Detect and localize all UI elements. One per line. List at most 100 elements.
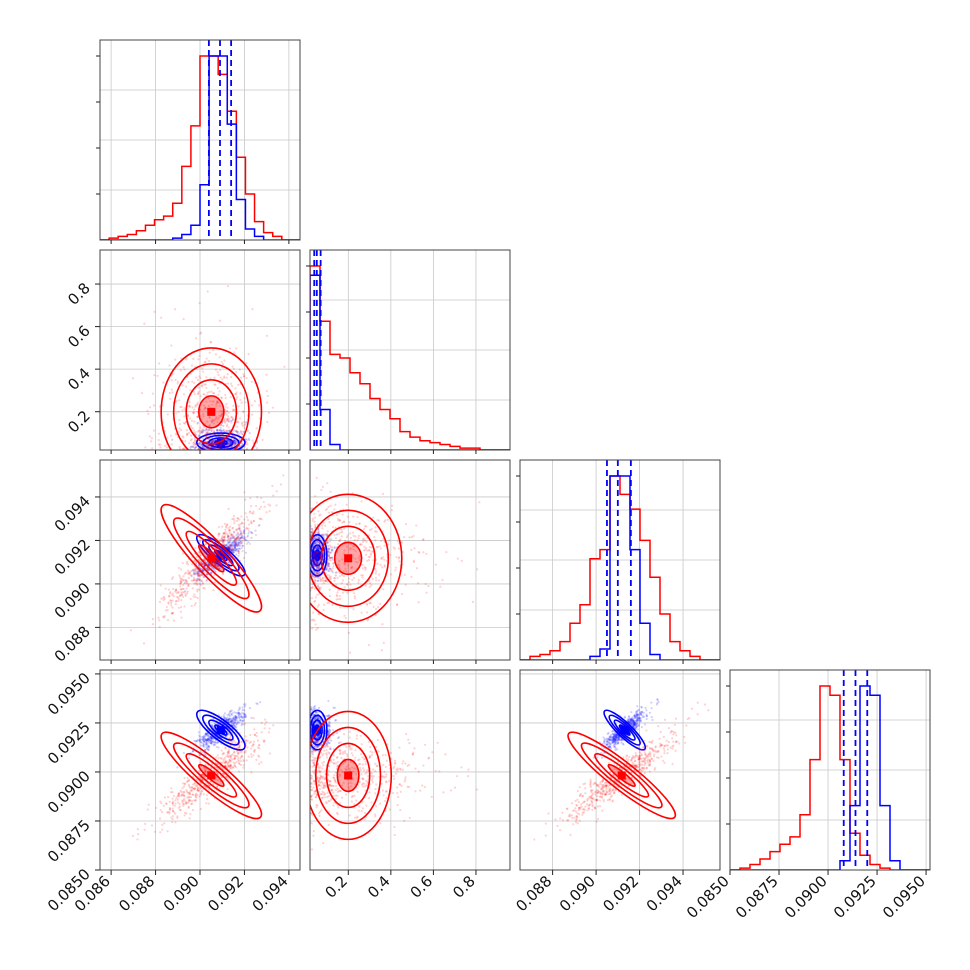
scatter-point: [317, 527, 320, 530]
scatter-point: [268, 752, 271, 755]
scatter-point: [202, 744, 205, 747]
scatter-point: [317, 579, 320, 582]
scatter-point: [327, 554, 330, 557]
scatter-point: [378, 573, 381, 576]
scatter-point: [182, 575, 185, 578]
scatter-point: [220, 443, 223, 446]
scatter-point: [254, 504, 258, 508]
scatter-point: [235, 533, 238, 537]
scatter-point: [242, 420, 246, 424]
scatter-point: [197, 775, 200, 778]
scatter-point: [363, 566, 366, 569]
scatter-point: [213, 546, 216, 549]
scatter-point: [234, 719, 237, 722]
scatter-point: [181, 587, 184, 590]
scatter-point: [214, 561, 217, 565]
scatter-point: [239, 718, 242, 721]
scatter-point: [200, 579, 203, 582]
scatter-point: [193, 442, 196, 445]
scatter-point: [316, 531, 319, 534]
scatter-point: [232, 438, 236, 442]
scatter-point: [410, 575, 413, 579]
scatter-point: [343, 586, 346, 589]
scatter-point: [194, 787, 197, 790]
scatter-point: [234, 546, 237, 549]
scatter-point: [231, 439, 234, 442]
scatter-point: [178, 423, 181, 426]
scatter-point: [231, 419, 234, 422]
scatter-point: [315, 574, 318, 577]
scatter-point: [214, 540, 217, 543]
scatter-point: [211, 418, 214, 421]
scatter-point: [242, 525, 245, 528]
scatter-point: [223, 522, 227, 525]
scatter-point: [213, 562, 217, 565]
scatter-point: [215, 429, 219, 432]
scatter-point: [249, 497, 252, 500]
scatter-point: [205, 437, 208, 440]
scatter-point: [205, 431, 209, 434]
scatter-point: [335, 593, 338, 597]
scatter-point: [228, 525, 232, 528]
scatter-point: [188, 786, 192, 789]
scatter-point: [178, 795, 181, 798]
scatter-point: [350, 566, 353, 569]
scatter-point: [329, 575, 332, 579]
scatter-point: [179, 369, 182, 372]
scatter-point: [230, 709, 233, 712]
scatter-point: [363, 525, 367, 528]
scatter-point: [230, 375, 233, 379]
scatter-point: [203, 739, 206, 743]
scatter-point: [192, 390, 196, 393]
scatter-point: [162, 381, 165, 384]
contour-level: [195, 432, 246, 450]
scatter-point: [177, 793, 180, 796]
scatter-point: [214, 353, 218, 356]
scatter-point: [192, 578, 196, 581]
scatter-point: [171, 612, 174, 615]
scatter-point: [310, 587, 313, 590]
scatter-point: [234, 765, 237, 769]
scatter-point: [353, 544, 356, 548]
panel-content: [100, 40, 300, 240]
scatter-point: [227, 445, 230, 448]
scatter-point: [216, 778, 220, 782]
scatter-point: [234, 714, 237, 718]
density-peak: [313, 551, 322, 560]
scatter-point: [167, 601, 170, 604]
scatter-point: [202, 587, 205, 590]
scatter-point: [184, 579, 188, 582]
scatter-point: [323, 566, 326, 570]
scatter-point: [237, 420, 240, 423]
scatter-point: [203, 543, 206, 546]
scatter-point: [208, 359, 211, 363]
scatter-point: [327, 562, 330, 565]
scatter-point: [262, 740, 266, 743]
scatter-point: [370, 527, 373, 531]
scatter-point: [262, 500, 265, 504]
scatter-point: [202, 744, 205, 747]
scatter-point: [314, 546, 318, 550]
scatter-point: [235, 519, 239, 523]
scatter-point: [233, 721, 236, 724]
scatter-point: [202, 779, 205, 782]
scatter-point: [257, 755, 261, 758]
scatter-point: [314, 596, 318, 599]
scatter-point: [225, 402, 228, 406]
scatter-point: [193, 593, 196, 596]
scatter-point: [197, 578, 200, 581]
scatter-point: [173, 804, 176, 807]
scatter-point: [418, 551, 421, 554]
scatter-point: [233, 748, 236, 751]
scatter-point: [383, 565, 386, 568]
scatter-point: [249, 510, 252, 513]
scatter-point: [185, 802, 188, 805]
scatter-point: [205, 434, 208, 437]
scatter-point: [249, 530, 253, 534]
scatter-point: [185, 801, 188, 805]
scatter-point: [208, 745, 211, 748]
scatter-point: [230, 544, 233, 547]
scatter-point: [231, 409, 234, 412]
scatter-point: [324, 579, 327, 582]
scatter-point: [316, 547, 319, 550]
